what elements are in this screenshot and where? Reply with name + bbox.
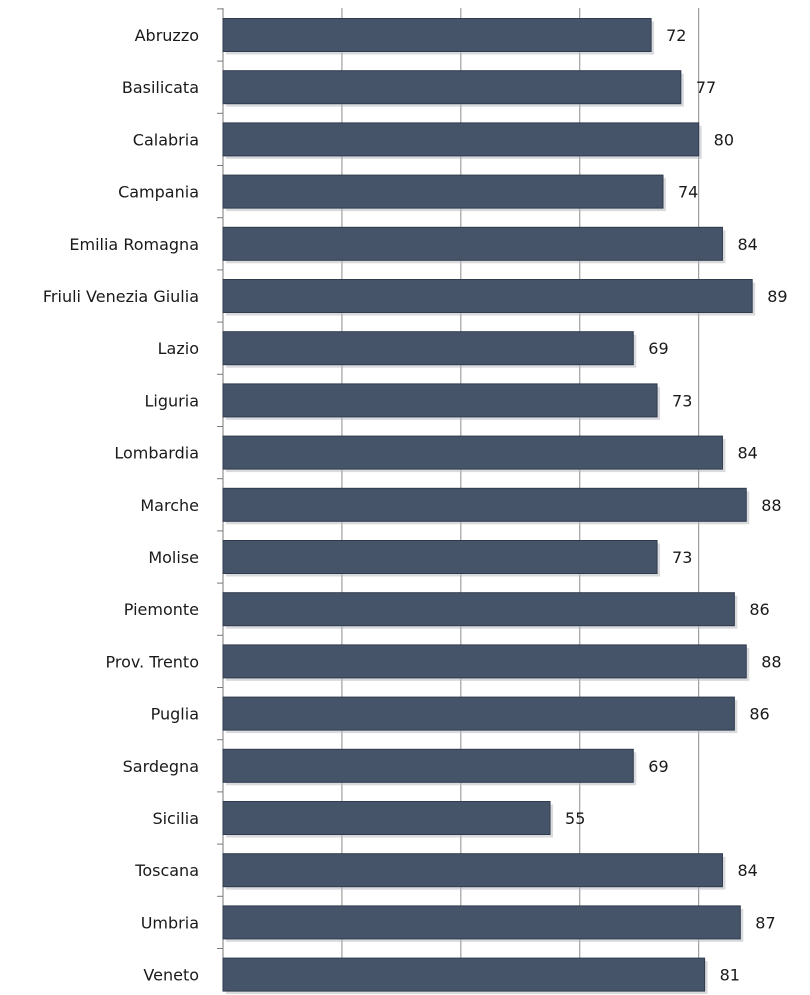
data-label: 86 [749,600,769,619]
bar [222,18,652,52]
data-label: 72 [666,26,686,45]
bar [222,174,664,209]
bar [222,383,658,418]
bar [222,70,682,105]
category-label: Umbria [141,913,199,932]
bar [222,279,753,313]
category-label: Molise [148,548,199,567]
bars [222,18,756,995]
data-label: 88 [761,652,781,671]
bar [222,122,700,157]
category-label: Emilia Romagna [69,235,199,254]
data-label: 55 [565,809,585,828]
data-label: 84 [737,444,757,463]
category-label: Prov. Trento [106,652,199,671]
data-label: 81 [720,966,740,985]
bar [222,331,634,366]
bar [222,592,735,627]
bar [222,226,723,261]
data-label: 88 [761,496,781,515]
bar [222,696,735,731]
labels: Abruzzo 72 Basilicata 77 Calabria 80 Campania 7… [43,26,788,985]
bar [222,905,741,940]
data-label: 84 [737,235,757,254]
category-label: Marche [140,496,199,515]
bar [222,540,658,574]
data-label: 87 [755,913,775,932]
category-label: Sicilia [152,809,199,828]
bar [222,853,723,888]
data-label: 84 [737,861,757,880]
category-label: Calabria [133,130,199,149]
category-label: Abruzzo [135,26,199,45]
category-label: Lombardia [114,444,199,463]
data-label: 73 [672,548,692,567]
category-label: Lazio [158,339,199,358]
category-label: Toscana [134,861,199,880]
data-label: 89 [767,287,787,306]
data-label: 86 [749,705,769,724]
category-label: Basilicata [122,78,199,97]
data-label: 73 [672,391,692,410]
bar [222,644,747,679]
category-label: Puglia [151,705,199,724]
data-label: 77 [696,78,716,97]
bar [222,957,706,992]
bar [222,435,723,470]
category-label: Friuli Venezia Giulia [43,287,199,306]
data-label: 69 [648,339,668,358]
category-label: Campania [118,183,199,202]
bar [222,801,551,835]
category-label: Veneto [143,966,199,985]
data-label: 74 [678,183,698,202]
category-label: Liguria [145,391,199,410]
bar [222,748,634,783]
data-label: 69 [648,757,668,776]
category-label: Piemonte [124,600,199,619]
data-label: 80 [714,130,734,149]
category-label: Sardegna [123,757,199,776]
bar [222,487,747,522]
